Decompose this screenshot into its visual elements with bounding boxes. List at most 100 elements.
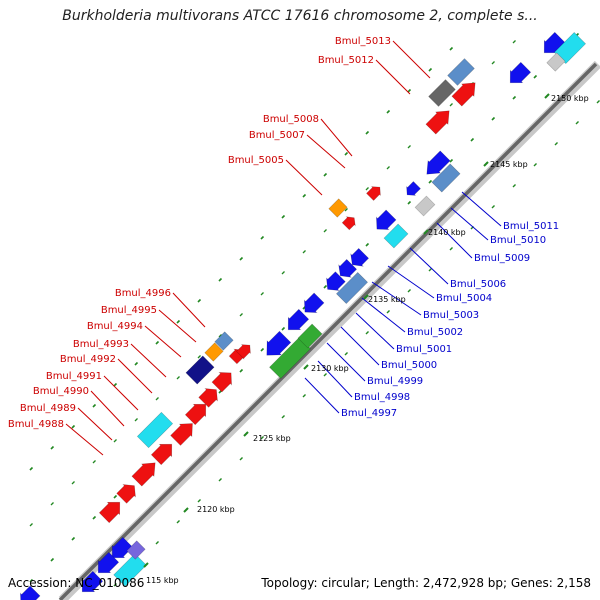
gc-dot: [113, 382, 118, 387]
gene-arrow-steel: [335, 271, 369, 305]
gene-arrow-blue: [326, 271, 346, 291]
gene-arrow-cyan: [136, 411, 174, 449]
gene-arrow-navy: [185, 355, 215, 385]
gc-dot: [386, 166, 390, 170]
tick-mark: [303, 364, 309, 370]
gene-label-bmul-5012[interactable]: Bmul_5012: [318, 55, 374, 66]
label-leader-lines: [65, 40, 502, 456]
gc-dot: [491, 205, 495, 209]
gene-arrow-red: [184, 403, 207, 426]
gene-label-bmul-4995[interactable]: Bmul_4995: [101, 305, 157, 316]
gc-dot: [281, 271, 285, 275]
gc-dot: [512, 40, 516, 44]
leader-line: [304, 377, 340, 414]
gene-label-bmul-4999[interactable]: Bmul_4999: [367, 376, 423, 387]
leader-line: [172, 292, 206, 328]
gc-dot: [197, 355, 201, 359]
gene-label-bmul-4998[interactable]: Bmul_4998: [354, 392, 410, 403]
gc-dot: [134, 418, 138, 422]
gc-dot: [470, 137, 475, 142]
tick-label-2140: 2140 kbp: [428, 228, 466, 237]
gc-dot: [281, 326, 286, 331]
tick-mark: [363, 294, 369, 300]
gene-label-bmul-5009[interactable]: Bmul_5009: [474, 253, 530, 264]
gene-arrow-blue: [509, 61, 532, 84]
gene-arrow-red: [425, 110, 450, 135]
gc-dot: [260, 292, 264, 296]
gene-label-bmul-5000[interactable]: Bmul_5000: [381, 360, 437, 371]
gc-dot: [302, 193, 307, 198]
gene-arrow-blue: [426, 150, 451, 175]
gene-arrow-steel: [447, 58, 475, 86]
gc-dot: [449, 247, 453, 251]
genome-summary-text: Topology: circular; Length: 2,472,928 bp…: [261, 576, 591, 590]
gene-arrow-blue: [350, 247, 370, 267]
gc-dot: [323, 284, 328, 289]
gc-dot: [218, 277, 223, 282]
gene-label-bmul-5002[interactable]: Bmul_5002: [407, 327, 463, 338]
gc-dot: [71, 424, 76, 429]
gc-dot: [365, 130, 370, 135]
leader-line: [158, 309, 197, 343]
gc-dot: [344, 352, 348, 356]
gene-label-bmul-4991[interactable]: Bmul_4991: [46, 371, 102, 382]
gc-dot: [239, 457, 243, 461]
gene-arrow-orange: [328, 198, 348, 218]
gene-arrow-blue: [81, 570, 104, 593]
gene-label-bmul-4993[interactable]: Bmul_4993: [73, 339, 129, 350]
gene-label-bmul-4988[interactable]: Bmul_4988: [8, 419, 64, 430]
gc-dot: [155, 397, 159, 401]
tick-label-2145: 2145 kbp: [490, 160, 528, 169]
leader-line: [306, 134, 346, 169]
gc-dot: [365, 187, 369, 191]
gc-dot: [113, 439, 117, 443]
leader-line: [317, 360, 353, 398]
leader-line: [436, 222, 473, 259]
gene-label-bmul-4992[interactable]: Bmul_4992: [60, 354, 116, 365]
gene-label-bmul-5001[interactable]: Bmul_5001: [396, 344, 452, 355]
gc-dot: [344, 208, 348, 212]
gene-label-bmul-5003[interactable]: Bmul_5003: [423, 310, 479, 321]
gc-dot: [281, 214, 286, 219]
gene-label-bmul-5007[interactable]: Bmul_5007: [249, 130, 305, 141]
gene-label-bmul-5004[interactable]: Bmul_5004: [436, 293, 492, 304]
gc-dot: [407, 145, 411, 149]
tick-mark: [423, 229, 429, 235]
gc-dot: [50, 557, 55, 562]
gc-dot: [407, 88, 412, 93]
gc-dot: [50, 502, 54, 506]
gene-label-bmul-5006[interactable]: Bmul_5006: [450, 279, 506, 290]
gc-dot: [176, 319, 181, 324]
gc-dot: [29, 523, 33, 527]
gc-dot: [323, 373, 327, 377]
gene-label-bmul-4996[interactable]: Bmul_4996: [115, 288, 171, 299]
leader-line: [320, 118, 353, 157]
gene-label-bmul-4997[interactable]: Bmul_4997: [341, 408, 397, 419]
gc-dot: [239, 313, 243, 317]
gc-dot: [575, 121, 579, 125]
gene-label-bmul-5010[interactable]: Bmul_5010: [490, 235, 546, 246]
gc-dot: [407, 289, 411, 293]
gc-dot: [281, 415, 285, 419]
gene-label-bmul-4989[interactable]: Bmul_4989: [20, 403, 76, 414]
gc-dot: [533, 74, 538, 79]
leader-line: [144, 325, 182, 358]
gene-label-bmul-4994[interactable]: Bmul_4994: [87, 321, 143, 332]
gene-label-bmul-4990[interactable]: Bmul_4990: [33, 386, 89, 397]
leader-line: [326, 342, 366, 382]
gene-label-bmul-5008[interactable]: Bmul_5008: [263, 114, 319, 125]
gc-dot: [512, 95, 517, 100]
leader-line: [117, 358, 153, 394]
tick-label-2130: 2130 kbp: [311, 364, 349, 373]
leader-line: [450, 207, 489, 241]
gene-label-bmul-5013[interactable]: Bmul_5013: [335, 36, 391, 47]
leader-line: [130, 343, 167, 378]
leader-line: [392, 40, 431, 79]
gc-dot: [155, 541, 159, 545]
gc-dot: [260, 436, 264, 440]
gc-dot: [323, 229, 327, 233]
leader-line: [90, 390, 125, 427]
gene-label-bmul-5005[interactable]: Bmul_5005: [228, 155, 284, 166]
gene-label-bmul-5011[interactable]: Bmul_5011: [503, 221, 559, 232]
